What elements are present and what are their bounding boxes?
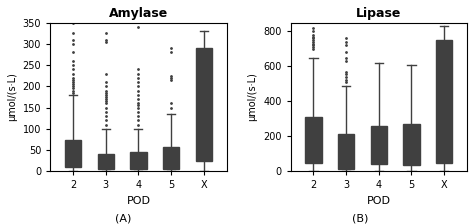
Y-axis label: μmol/(s·L): μmol/(s·L): [7, 72, 17, 121]
Title: Lipase: Lipase: [356, 7, 401, 20]
PathPatch shape: [196, 48, 212, 161]
PathPatch shape: [371, 126, 387, 164]
X-axis label: POD: POD: [367, 196, 391, 206]
PathPatch shape: [403, 124, 419, 165]
PathPatch shape: [338, 134, 354, 169]
Y-axis label: μmol/(s·L): μmol/(s·L): [247, 72, 257, 121]
Text: (A): (A): [115, 214, 131, 224]
Text: (B): (B): [352, 214, 368, 224]
Title: Amylase: Amylase: [109, 7, 168, 20]
PathPatch shape: [305, 117, 322, 163]
PathPatch shape: [65, 140, 81, 167]
PathPatch shape: [163, 147, 179, 169]
X-axis label: POD: POD: [127, 196, 150, 206]
PathPatch shape: [130, 152, 146, 169]
PathPatch shape: [98, 154, 114, 169]
PathPatch shape: [436, 40, 452, 163]
